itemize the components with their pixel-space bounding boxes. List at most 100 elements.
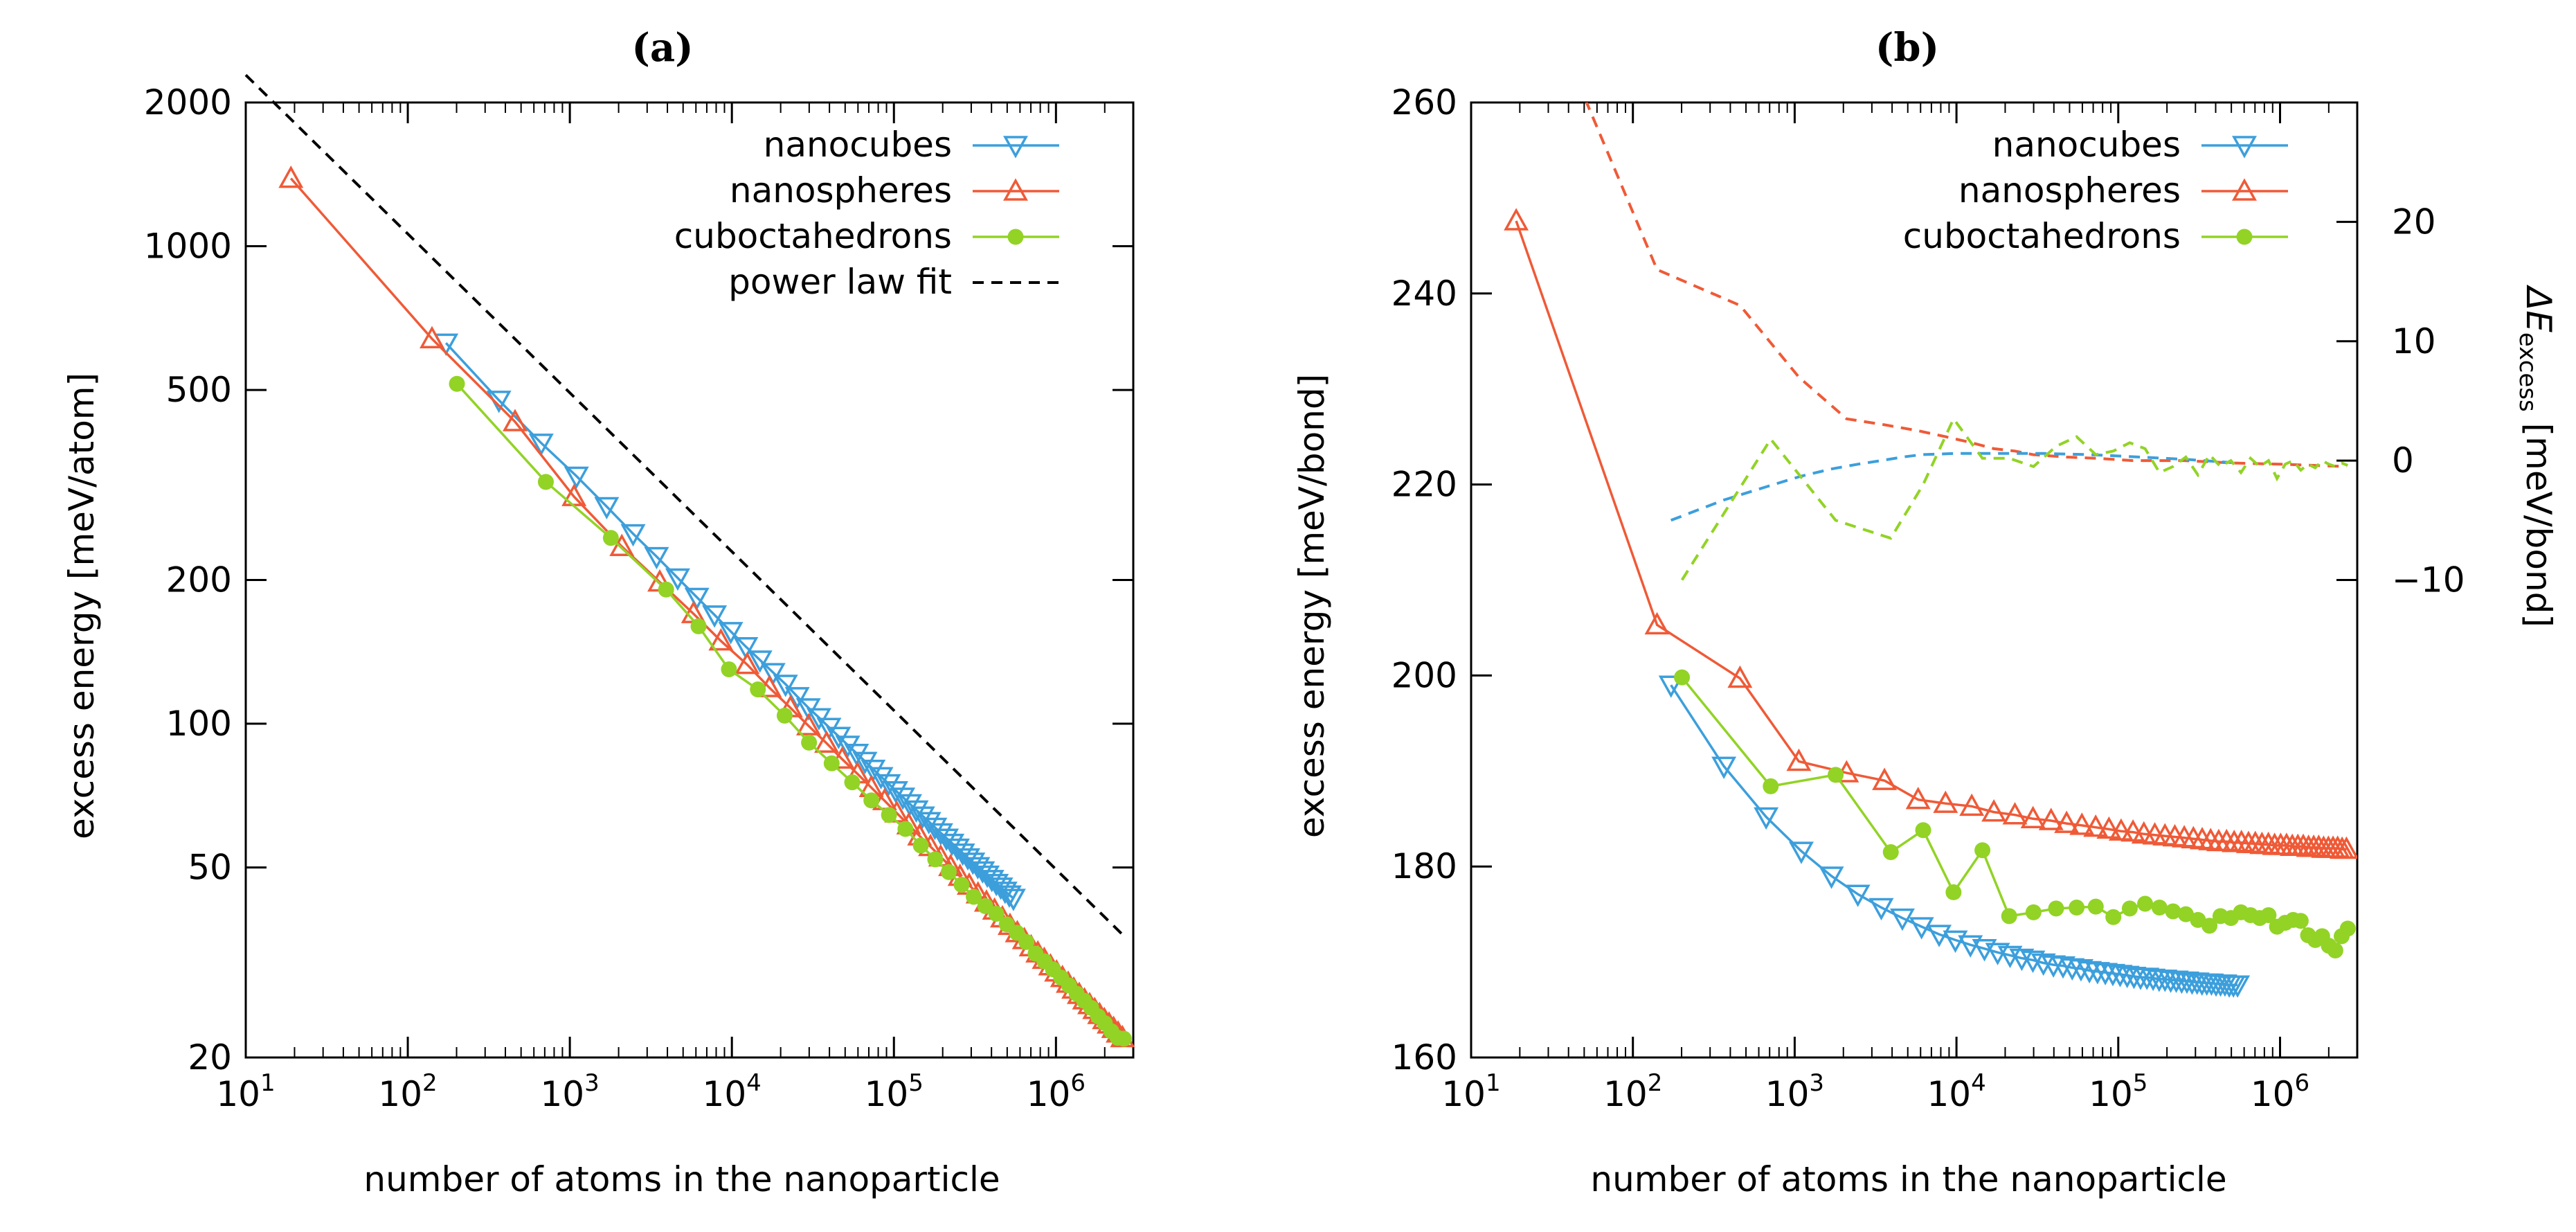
legend-label-nanocubes: nanocubes [1992,125,2181,165]
panel-a-y-tick-label: 50 [188,848,232,888]
data-point-nanocubes [844,744,870,767]
data-point-nanocubes [2068,959,2093,982]
panel-a-y-tick-label: 100 [166,704,232,744]
data-point-nanocubes [922,817,948,841]
data-point-nanocubes [988,877,1014,900]
x-tick-base: 10 [378,1074,422,1114]
data-point-nanocubes [910,806,935,829]
data-point-cuboctahedrons [2260,907,2277,924]
data-point-nanospheres [1504,208,1529,231]
legend-label-power-law-fit: power law fit [728,262,952,302]
data-point-nanocubes [992,882,1018,904]
data-point-cuboctahedrons [690,618,707,634]
data-point-nanospheres [2108,818,2134,841]
x-tick-exponent: 5 [908,1069,924,1097]
x-tick-base: 10 [540,1074,584,1114]
data-point-cuboctahedrons [844,774,861,791]
data-point-nanocubes [876,774,901,797]
data-point-nanocubes [773,675,798,697]
data-point-cuboctahedrons [2025,904,2042,920]
panel-b-y-tick-label: 160 [1391,1037,1457,1078]
data-point-nanospheres [2096,816,2122,839]
legend-label-nanospheres: nanospheres [730,170,952,211]
data-point-nanocubes [897,794,922,817]
legend-marker-nanocubes [2232,136,2257,159]
data-point-nanocubes [1943,930,1968,953]
delta-line-nanocubes [1670,452,2238,522]
data-point-cuboctahedrons [2151,899,2168,916]
data-point-cuboctahedrons [881,807,897,823]
legend-label-nanocubes: nanocubes [764,125,952,165]
panel-b-legend: nanocubes nanospheres cuboctahedrons [1903,125,2288,256]
data-point-cuboctahedrons [2001,908,2017,925]
data-point-cuboctahedrons [1018,934,1035,950]
panel-b-y2-tick-label: −10 [2392,560,2465,600]
panel-b-data-layer [1504,102,2357,998]
panel-a-y-tick-label: 20 [188,1037,232,1078]
data-point-cuboctahedrons [750,681,766,697]
data-point-cuboctahedrons [2177,906,2194,922]
data-point-cuboctahedrons [2292,913,2309,929]
data-point-nanospheres [735,652,760,675]
data-point-cuboctahedrons [2048,900,2064,917]
panel-a-x-tick-label: 101 [216,1069,275,1114]
data-point-nanospheres [1981,798,2007,822]
data-point-nanocubes [644,546,669,570]
x-tick-base: 10 [1603,1074,1648,1114]
data-point-cuboctahedrons [2137,895,2154,912]
data-point-nanocubes [852,751,878,775]
x-tick-exponent: 1 [1486,1069,1501,1097]
data-point-cuboctahedrons [658,581,674,598]
panel-b-y-tick-label: 220 [1391,465,1457,505]
panel-a: (a) number of atoms in the nanoparticle … [62,25,1135,1199]
power-law-fit-line [244,73,1127,939]
x-tick-base: 10 [1027,1074,1071,1114]
panel-b-x-tick-label: 102 [1603,1069,1662,1114]
data-point-cuboctahedrons [927,851,944,868]
panel-b-x-tick-label: 105 [2089,1069,2147,1114]
data-point-nanospheres [708,628,734,651]
data-point-nanocubes [1000,889,1026,911]
x-tick-exponent: 2 [422,1069,438,1097]
data-point-nanocubes [747,650,773,673]
x-tick-exponent: 6 [2294,1069,2309,1097]
data-point-nanocubes [1711,756,1737,780]
data-point-nanospheres [1727,665,1753,688]
data-point-nanocubes [996,885,1022,908]
data-point-nanocubes [1889,908,1915,931]
legend-marker-nanocubes [1003,136,1028,159]
data-point-nanocubes [883,781,908,804]
data-point-cuboctahedrons [2339,920,2356,937]
data-point-cuboctahedrons [2069,899,2085,916]
legend-marker-cuboctahedrons [2236,229,2253,245]
panel-b-y-axis-title: excess energy [meV/bond] [1292,374,1332,838]
data-point-cuboctahedrons [1828,767,1844,783]
x-tick-exponent: 4 [746,1069,762,1097]
data-point-cuboctahedrons [449,375,465,392]
panel-a-x-tick-label: 105 [865,1069,924,1114]
data-point-nanocubes [861,760,886,783]
data-point-cuboctahedrons [2105,909,2122,925]
panel-b-y2-tick-label: 0 [2392,440,2414,481]
data-point-nanocubes [868,767,894,789]
data-point-cuboctahedrons [2201,918,2218,934]
data-point-cuboctahedrons [1763,778,1779,794]
panel-a-x-tick-label: 102 [378,1069,437,1114]
legend-marker-nanospheres [1003,178,1028,201]
x-tick-base: 10 [703,1074,747,1114]
data-point-nanocubes [1927,925,1952,947]
panel-b-y-tick-label: 200 [1391,655,1457,695]
x-tick-exponent: 3 [1809,1069,1824,1097]
data-point-nanocubes [1958,935,1983,958]
panel-b-y-tick-label: 180 [1391,846,1457,886]
data-point-nanospheres [502,409,528,431]
data-point-cuboctahedrons [2327,943,2343,959]
data-point-nanospheres [1905,787,1931,810]
data-point-cuboctahedrons [1974,842,1991,859]
data-point-cuboctahedrons [941,864,957,880]
data-point-nanocubes [684,587,710,611]
data-point-cuboctahedrons [721,661,737,677]
x-tick-base: 10 [1441,1074,1486,1114]
data-point-nanocubes [1658,675,1684,698]
data-point-nanocubes [1845,884,1871,907]
